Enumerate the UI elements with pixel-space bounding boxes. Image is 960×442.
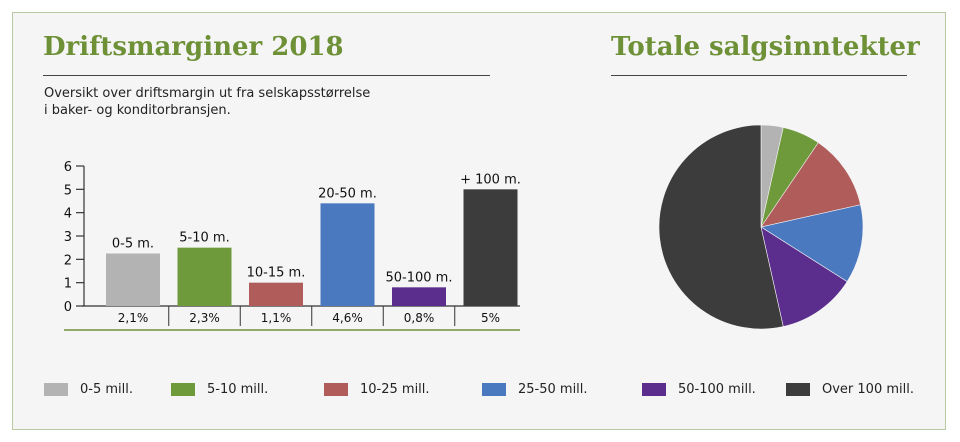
- bar-2: [249, 282, 303, 306]
- bar-category-label: 50-100 m.: [386, 270, 453, 285]
- bar-value-label: 1,1%: [261, 311, 292, 325]
- bar-value-label: 2,1%: [118, 311, 149, 325]
- legend-swatch: [642, 383, 666, 396]
- title-divider-right: [611, 75, 907, 76]
- legend-swatch: [324, 383, 348, 396]
- y-tick-label: 4: [64, 207, 72, 222]
- bar-category-label: 20-50 m.: [318, 186, 377, 201]
- y-tick-label: 0: [64, 300, 72, 315]
- bar-value-label: 0,8%: [404, 311, 435, 325]
- legend-label: 0-5 mill.: [80, 382, 133, 397]
- legend-swatch: [482, 383, 506, 396]
- y-tick-label: 5: [64, 183, 72, 198]
- legend-item-10-25: 10-25 mill.: [324, 382, 430, 397]
- legend-label: 25-50 mill.: [518, 382, 588, 397]
- pie-slice-5: [658, 124, 784, 330]
- y-tick-label: 1: [64, 277, 72, 292]
- bar-0: [106, 253, 160, 306]
- bar-category-label: + 100 m.: [460, 172, 521, 187]
- bar-category-label: 0-5 m.: [112, 237, 154, 252]
- legend: 0-5 mill. 5-10 mill. 10-25 mill. 25-50 m…: [44, 382, 944, 402]
- title-divider-left: [43, 75, 490, 76]
- legend-swatch: [171, 383, 195, 396]
- subtitle-line-2: i baker- og konditorbransjen.: [44, 103, 231, 118]
- legend-item-over-100: Over 100 mill.: [786, 382, 914, 397]
- bar-4: [392, 287, 446, 306]
- bar-category-label: 10-15 m.: [247, 266, 306, 281]
- pie-slice-4: [760, 226, 848, 327]
- y-tick-label: 3: [64, 230, 72, 245]
- y-tick-label: 2: [64, 253, 72, 268]
- legend-swatch: [44, 383, 68, 396]
- bar-chart: 0 1 2 3 4 5 6 0-5 m. 2,1% 5-10 m. 2,3% 10-15 m. 1,1%…: [64, 160, 521, 331]
- bar-value-label: 4,6%: [332, 311, 363, 325]
- legend-swatch: [786, 383, 810, 396]
- bar-1: [177, 247, 232, 306]
- bar-5: [463, 189, 518, 306]
- legend-label: 50-100 mill.: [678, 382, 756, 397]
- legend-label: 10-25 mill.: [360, 382, 430, 397]
- pie-slice-2: [760, 142, 861, 228]
- pie-chart-title: Totale salgsinntekter: [611, 32, 920, 62]
- bar-value-label: 5%: [481, 311, 500, 325]
- bar-category-label: 5-10 m.: [179, 231, 229, 246]
- legend-label: Over 100 mill.: [822, 382, 914, 397]
- legend-item-50-100: 50-100 mill.: [642, 382, 756, 397]
- bar-3: [320, 203, 375, 306]
- bar-value-label: 2,3%: [189, 311, 220, 325]
- y-tick-label: 6: [64, 160, 72, 175]
- subtitle-line-1: Oversikt over driftsmargin ut fra selska…: [44, 86, 371, 101]
- bar-chart-title: Driftsmarginer 2018: [43, 32, 344, 62]
- pie-slice-3: [760, 204, 864, 283]
- legend-item-25-50: 25-50 mill.: [482, 382, 588, 397]
- legend-label: 5-10 mill.: [207, 382, 269, 397]
- pie-chart: [658, 124, 864, 330]
- legend-item-0-5: 0-5 mill.: [44, 382, 133, 397]
- legend-item-5-10: 5-10 mill.: [171, 382, 268, 397]
- bar-chart-subtitle: Oversikt over driftsmargin ut fra selska…: [44, 85, 464, 119]
